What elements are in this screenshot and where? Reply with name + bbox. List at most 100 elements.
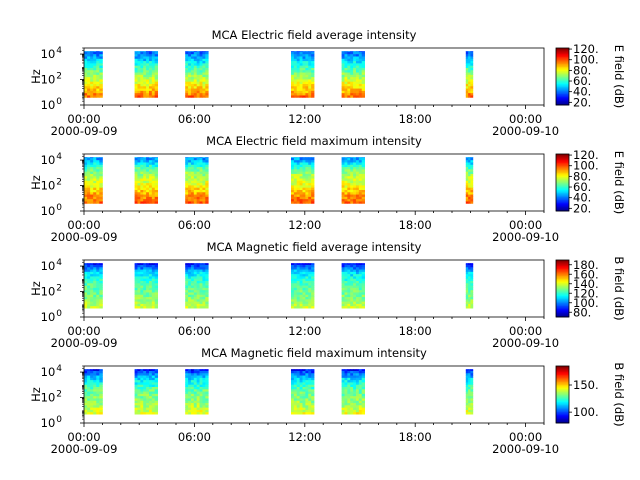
heatmap-cell	[347, 157, 351, 161]
heatmap-cell	[193, 76, 198, 80]
heatmap-cell	[350, 198, 354, 202]
heatmap-cell	[199, 65, 203, 68]
colorbar-tick-label: 40.	[573, 85, 591, 99]
heatmap-cell	[355, 407, 360, 410]
heatmap-cell	[470, 198, 474, 202]
heatmap-cell	[140, 400, 144, 404]
heatmap-cell	[347, 393, 351, 397]
heatmap-cell	[311, 292, 315, 295]
heatmap-cell	[302, 411, 306, 415]
heatmap-cell	[185, 298, 189, 302]
heatmap-cell	[299, 303, 303, 307]
heatmap-cell	[347, 69, 351, 73]
heatmap-cell	[470, 168, 474, 172]
heatmap-cell	[90, 90, 94, 94]
heatmap-cell	[302, 393, 306, 397]
colorbar-segment	[556, 195, 569, 198]
heatmap-cell	[465, 95, 469, 98]
heatmap-cell	[146, 168, 150, 172]
heatmap-cell	[137, 88, 141, 91]
heatmap-cell	[344, 58, 348, 62]
heatmap-cell	[353, 393, 357, 397]
heatmap-cell	[308, 76, 312, 80]
heatmap-cell	[302, 289, 306, 293]
heatmap-cell	[134, 292, 138, 295]
heatmap-cell	[341, 81, 345, 84]
heatmap-cell	[87, 372, 91, 376]
heatmap-cell	[99, 404, 103, 408]
heatmap-cell	[154, 69, 159, 73]
heatmap-cell	[96, 303, 100, 307]
heatmap-cell	[358, 266, 363, 270]
heatmap-cell	[344, 285, 348, 288]
heatmap-cell	[87, 382, 91, 385]
heatmap-cell	[465, 88, 469, 91]
heatmap-cell	[358, 74, 363, 78]
heatmap-cell	[350, 289, 354, 293]
heatmap-cell	[151, 370, 156, 374]
colorbar-segment	[556, 378, 569, 381]
colorbar-segment	[556, 279, 569, 282]
heatmap-cell	[355, 81, 360, 84]
heatmap-cell	[350, 67, 354, 71]
heatmap-cell	[99, 95, 103, 98]
heatmap-cell	[196, 189, 200, 193]
heatmap-cell	[291, 65, 295, 68]
heatmap-cell	[99, 76, 103, 80]
heatmap-cell	[291, 377, 295, 381]
heatmap-cell	[470, 384, 474, 387]
heatmap-cell	[96, 264, 100, 268]
heatmap-cell	[84, 189, 88, 193]
heatmap-cell	[90, 393, 94, 397]
heatmap-cell	[350, 400, 354, 404]
heatmap-cell	[140, 402, 144, 406]
axes-frame	[83, 365, 545, 424]
heatmap-cell	[146, 382, 150, 385]
heatmap-cell	[93, 372, 97, 376]
heatmap-cell	[137, 76, 141, 80]
heatmap-cell	[344, 411, 348, 415]
heatmap-cell	[311, 62, 315, 66]
heatmap-cell	[305, 273, 309, 277]
heatmap-cell	[134, 88, 138, 91]
heatmap-cell	[193, 90, 198, 94]
heatmap-cell	[465, 298, 469, 302]
heatmap-cell	[291, 53, 295, 57]
heatmap-cell	[361, 83, 365, 87]
heatmap-cell	[299, 273, 303, 277]
heatmap-cell	[87, 194, 91, 197]
heatmap-cell	[143, 187, 147, 190]
heatmap-cell	[311, 157, 315, 158]
heatmap-cell	[190, 95, 195, 98]
heatmap-cell	[347, 264, 351, 268]
heatmap-cell	[84, 171, 88, 174]
heatmap-cell	[87, 285, 91, 288]
heatmap-cell	[350, 180, 354, 184]
heatmap-cell	[143, 278, 147, 281]
heatmap-cell	[468, 162, 471, 165]
heatmap-cell	[146, 398, 150, 401]
heatmap-cell	[90, 157, 94, 158]
heatmap-cell	[350, 269, 354, 272]
heatmap-cell	[305, 395, 309, 399]
heatmap-cell	[308, 51, 312, 52]
heatmap-cell	[87, 175, 91, 179]
heatmap-cell	[302, 60, 306, 64]
heatmap-cell	[140, 409, 144, 413]
heatmap-cell	[185, 53, 189, 57]
heatmap-cell	[291, 404, 295, 408]
heatmap-cell	[199, 369, 203, 371]
heatmap-cell	[302, 398, 306, 401]
heatmap-cell	[146, 72, 150, 75]
heatmap-cell	[344, 51, 348, 55]
heatmap-cell	[305, 289, 309, 293]
heatmap-cell	[470, 375, 474, 378]
heatmap-cell	[84, 157, 88, 161]
heatmap-cell	[465, 388, 469, 392]
heatmap-cell	[140, 95, 144, 98]
heatmap-cell	[93, 404, 97, 408]
heatmap-cell	[90, 303, 94, 307]
heatmap-cell	[347, 62, 351, 66]
heatmap-cell	[202, 196, 206, 200]
heatmap-cell	[96, 198, 100, 202]
